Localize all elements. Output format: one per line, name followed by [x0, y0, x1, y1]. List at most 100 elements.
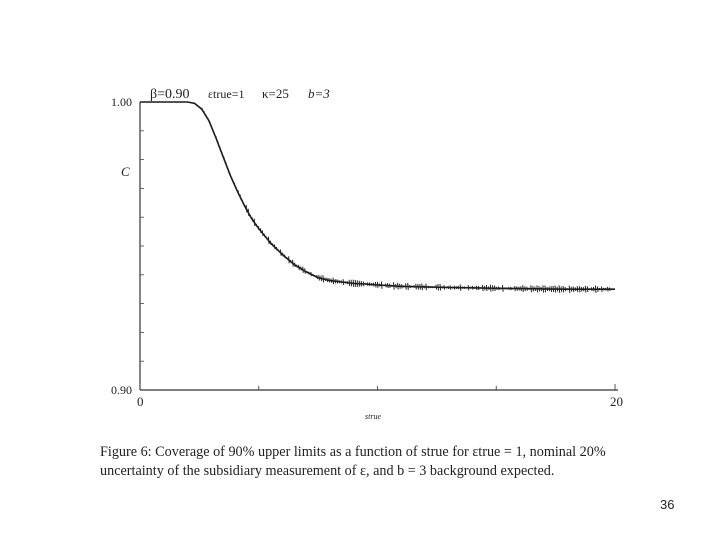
fluctuation-mark [447, 285, 450, 290]
fluctuation-mark [570, 286, 573, 292]
fluctuation-mark [492, 285, 494, 292]
fluctuation-mark [261, 230, 264, 236]
fluctuation-mark [568, 285, 571, 293]
fluctuation-mark [518, 286, 520, 291]
fluctuation-mark [278, 249, 280, 253]
fluctuation-mark [584, 285, 587, 293]
fluctuation-mark [213, 131, 215, 134]
figure-caption: Figure 6: Coverage of 90% upper limits a… [100, 444, 606, 479]
fluctuation-mark [389, 283, 391, 288]
fluctuation-mark [550, 286, 553, 292]
fluctuation-mark [560, 286, 563, 292]
fluctuation-mark [467, 285, 470, 291]
fluctuation-mark [376, 281, 379, 288]
fluctuation-mark [288, 256, 290, 264]
coverage-series [140, 101, 615, 290]
fluctuation-mark [609, 287, 611, 291]
fluctuation-mark [316, 275, 318, 280]
fluctuation-mark [380, 281, 383, 289]
fluctuation-mark [385, 283, 387, 288]
fluctuation-mark [324, 277, 326, 282]
fluctuation-mark [562, 285, 565, 293]
fluctuation-mark [417, 283, 419, 290]
fluctuation-mark [445, 286, 448, 289]
fluctuation-mark [409, 284, 411, 289]
fluctuation-mark [500, 287, 502, 290]
fluctuation-mark [310, 271, 312, 277]
fluctuation-mark [574, 287, 577, 292]
fluctuation-mark [433, 286, 435, 289]
fluctuation-mark [231, 178, 234, 181]
fluctuation-mark [463, 286, 466, 290]
fluctuation-mark [221, 152, 223, 155]
fluctuation-mark [257, 225, 260, 231]
param-kappa: κ=25 [262, 86, 289, 101]
fluctuation-mark [334, 279, 337, 284]
fluctuation-mark [534, 286, 536, 292]
fluctuation-mark [229, 173, 232, 177]
param-epsilon: εtrue=1 [208, 87, 244, 101]
y-tick-label-top: 1.00 [111, 95, 132, 109]
fluctuation-mark [552, 285, 555, 293]
fluctuation-mark [328, 278, 330, 283]
fluctuation-mark [302, 266, 304, 273]
fluctuation-mark [607, 286, 609, 292]
fluctuation-mark [391, 284, 393, 288]
fluctuation-mark [431, 285, 433, 289]
fluctuation-mark [429, 286, 431, 289]
fluctuation-mark [296, 264, 298, 268]
fluctuation-mark [564, 287, 567, 292]
fluctuation-mark [590, 287, 593, 292]
fluctuation-mark [536, 285, 538, 293]
fluctuation-mark [520, 286, 522, 292]
fluctuation-mark [346, 281, 349, 285]
fluctuation-mark [292, 259, 294, 267]
fluctuation-mark [601, 286, 603, 293]
fluctuation-mark [461, 286, 464, 289]
fluctuation-mark [203, 110, 205, 115]
fluctuation-mark [401, 284, 403, 289]
fluctuation-mark [393, 282, 395, 290]
fluctuation-mark [457, 285, 460, 290]
fluctuation-mark [290, 259, 292, 264]
fluctuation-mark [502, 284, 504, 292]
fluctuation-mark [378, 283, 381, 287]
y-axis-label: C [121, 164, 130, 179]
fluctuation-mark [441, 285, 444, 289]
fluctuation-mark [423, 285, 425, 289]
fluctuation-mark [332, 277, 335, 285]
fluctuation-mark [526, 286, 528, 291]
fluctuation-mark [514, 285, 516, 292]
fluctuation-mark [239, 194, 242, 200]
fluctuation-mark [368, 282, 371, 287]
x-axis-label: strue [365, 412, 381, 421]
fluctuation-mark [496, 286, 498, 290]
fluctuation-mark [304, 268, 306, 274]
fluctuation-mark [340, 280, 343, 284]
fluctuation-mark [225, 162, 228, 166]
fluctuation-mark [487, 286, 490, 290]
fluctuation-mark [506, 287, 508, 290]
y-tick-label-bottom: 0.90 [111, 383, 132, 397]
fluctuation-mark [245, 205, 248, 213]
fluctuation-mark [479, 287, 482, 289]
fluctuation-mark [249, 214, 252, 218]
fluctuation-mark [397, 282, 399, 290]
fluctuation-mark [556, 286, 559, 292]
fluctuation-mark [554, 285, 557, 293]
slide-number: 36 [660, 497, 675, 512]
fluctuation-mark [372, 282, 375, 287]
fluctuation-mark [326, 277, 328, 282]
fluctuation-mark [411, 285, 413, 288]
fluctuation-mark [364, 283, 367, 285]
fluctuation-mark [209, 121, 211, 125]
fluctuation-mark [348, 279, 351, 286]
fluctuation-mark [407, 282, 409, 290]
fluctuation-mark [419, 283, 421, 290]
fluctuation-mark [598, 287, 601, 291]
fluctuation-mark [425, 283, 427, 291]
x-tick-label-end: 20 [610, 394, 623, 409]
fluctuation-mark [387, 283, 389, 289]
fluctuation-mark [455, 285, 458, 290]
